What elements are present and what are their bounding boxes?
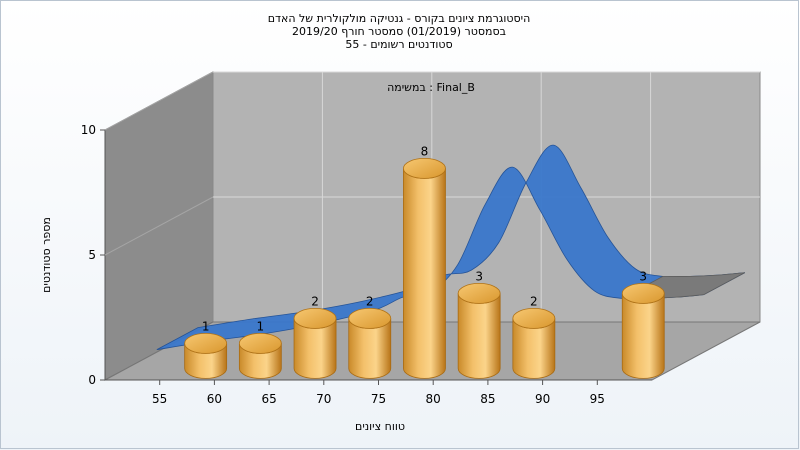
bar-1 — [238, 332, 282, 379]
y-tick-label-0: 0 — [88, 373, 96, 387]
bar-value-label-5: 3 — [475, 269, 483, 283]
bar-value-label-3: 2 — [366, 294, 374, 308]
x-tick-label-4: 75 — [371, 392, 386, 406]
bar-3 — [348, 307, 392, 379]
x-tick-label-3: 70 — [316, 392, 331, 406]
bar-value-label-2: 2 — [311, 294, 319, 308]
bar-7 — [621, 282, 665, 379]
x-tick-label-1: 60 — [207, 392, 222, 406]
chart-title-line-2: בסמסטר (01/2019) סמסטר חורף 2019/20 — [292, 25, 506, 38]
y-axis-title: מספר סטודנטים — [40, 217, 53, 293]
side-gridline-2 — [104, 71, 214, 131]
bar-top-6 — [512, 307, 556, 329]
x-tick-label-8: 95 — [590, 392, 605, 406]
bar-6 — [512, 307, 556, 379]
bar-top-2 — [293, 307, 337, 329]
bars-group: 1 1 2 2 8 3 2 3 — [184, 144, 665, 379]
bar-5 — [457, 282, 501, 379]
axis-ticks: 55 60 65 70 75 80 85 90 95 0 5 10 — [81, 123, 605, 406]
bar-4 — [403, 157, 446, 379]
bar-value-label-0: 1 — [202, 319, 210, 333]
side-gridline-1 — [104, 196, 214, 256]
bar-top-1 — [238, 332, 282, 354]
bar-body-7 — [621, 293, 665, 379]
y-tick-label-1: 5 — [88, 248, 96, 262]
bar-top-0 — [184, 332, 228, 354]
bar-body-5 — [457, 293, 501, 379]
x-axis-title: טווח ציונים — [355, 420, 405, 433]
assignment-annotation: במשימה : Final_B — [387, 81, 475, 94]
x-tick-label-7: 90 — [535, 392, 550, 406]
bar-top-5 — [457, 282, 501, 304]
gridlines — [104, 71, 760, 322]
bar-value-label-1: 1 — [257, 319, 265, 333]
bar-value-label-6: 2 — [530, 294, 538, 308]
x-tick-label-6: 85 — [480, 392, 495, 406]
bar-top-4 — [403, 157, 446, 179]
chart-title-line-1: היסטוגרמת ציונים בקורס - גנטיקה מולקולרי… — [268, 12, 531, 25]
x-tick-label-5: 80 — [426, 392, 441, 406]
x-tick-label-2: 65 — [261, 392, 276, 406]
bar-2 — [293, 307, 337, 379]
bar-top-3 — [348, 307, 392, 329]
y-tick-label-2: 10 — [81, 123, 96, 137]
chart-title-line-3: סטודנטים רשומים - 55 — [345, 38, 452, 51]
bar-top-7 — [621, 282, 665, 304]
bar-value-label-7: 3 — [639, 269, 647, 283]
bar-body-4 — [403, 168, 446, 379]
bar-value-label-4: 8 — [421, 144, 429, 158]
bar-0 — [184, 332, 228, 379]
x-tick-label-0: 55 — [152, 392, 167, 406]
